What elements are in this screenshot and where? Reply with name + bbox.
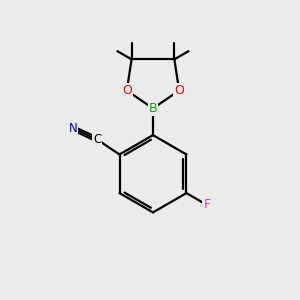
Text: B: B bbox=[149, 102, 157, 115]
Text: O: O bbox=[122, 84, 132, 97]
Text: F: F bbox=[203, 199, 211, 212]
Text: N: N bbox=[69, 122, 77, 135]
Text: O: O bbox=[174, 84, 184, 97]
Text: C: C bbox=[93, 133, 101, 146]
